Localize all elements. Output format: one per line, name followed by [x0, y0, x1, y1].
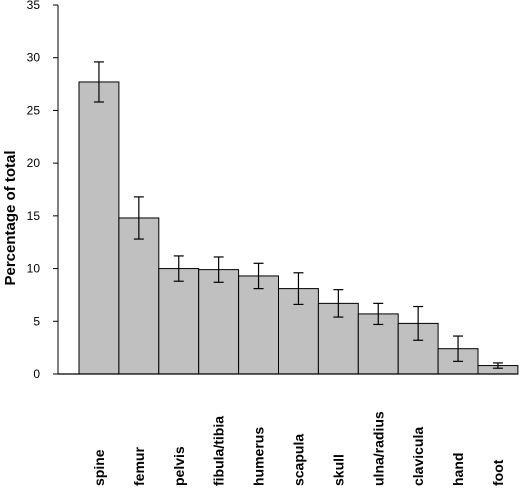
x-category-label: humerus [251, 427, 267, 486]
x-category-label: scapula [290, 434, 306, 486]
x-category-label: clavicula [410, 427, 426, 486]
bar-humerus [238, 275, 280, 375]
y-tick-label: 15 [27, 209, 41, 223]
y-axis: 0 5 10 15 20 25 30 35 [27, 0, 59, 381]
bar-femur [118, 217, 160, 375]
y-tick-label: 0 [33, 367, 40, 381]
x-category-label: hand [450, 453, 466, 486]
x-category-label: spine [91, 449, 107, 486]
bar-fibula-tibia [198, 269, 240, 375]
y-tick-label: 20 [27, 156, 41, 170]
y-tick-label: 35 [27, 0, 41, 12]
error-bars [93, 61, 503, 369]
x-category-label: femur [131, 447, 147, 486]
bars [58, 81, 519, 375]
y-tick-label: 25 [27, 103, 41, 117]
y-tick-label: 5 [33, 314, 40, 328]
y-axis-title: Percentage of total [2, 150, 19, 285]
x-category-label: pelvis [171, 446, 187, 486]
x-category-label: skull [330, 454, 346, 486]
bar-spine [78, 81, 120, 375]
x-category-label: fibula/tibia [211, 416, 227, 486]
x-category-label: ulna/radius [370, 411, 386, 486]
y-tick-label: 30 [27, 51, 41, 65]
bar-pelvis [158, 268, 200, 375]
y-tick-label: 10 [27, 262, 41, 276]
x-axis-labels: spine femur pelvis fibula/tibia humerus scapu… [91, 411, 506, 486]
x-category-label: foot [490, 459, 506, 486]
